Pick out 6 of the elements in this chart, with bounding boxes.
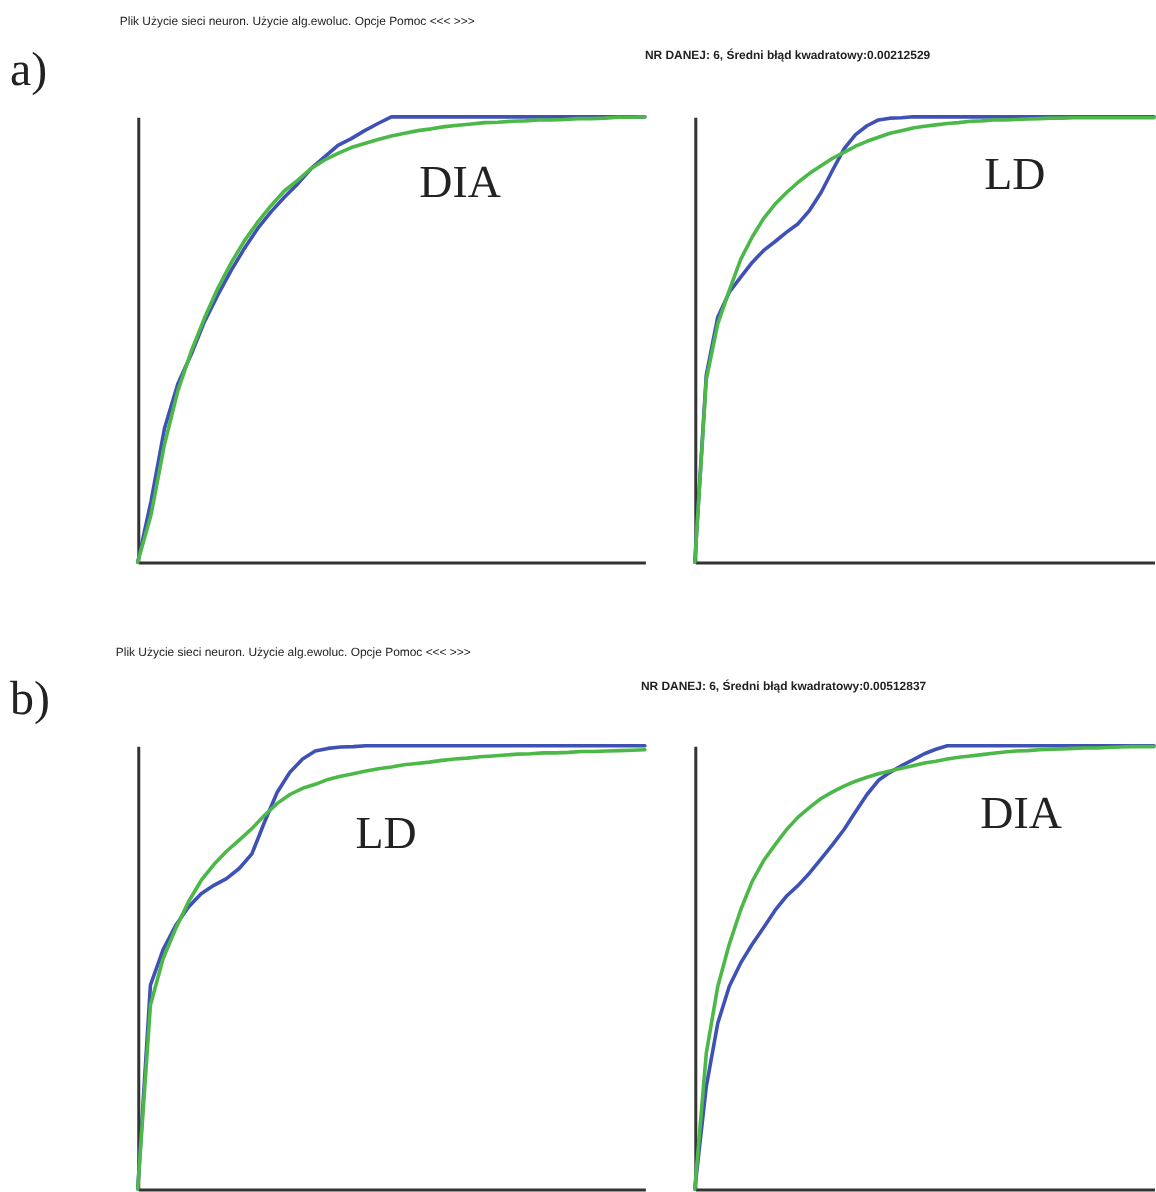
text: LD	[984, 148, 1046, 199]
text: DIA	[419, 156, 502, 207]
text: a)	[9, 44, 48, 97]
text: b)	[9, 673, 50, 726]
text: LD	[355, 807, 417, 858]
text: DIA	[980, 787, 1063, 838]
